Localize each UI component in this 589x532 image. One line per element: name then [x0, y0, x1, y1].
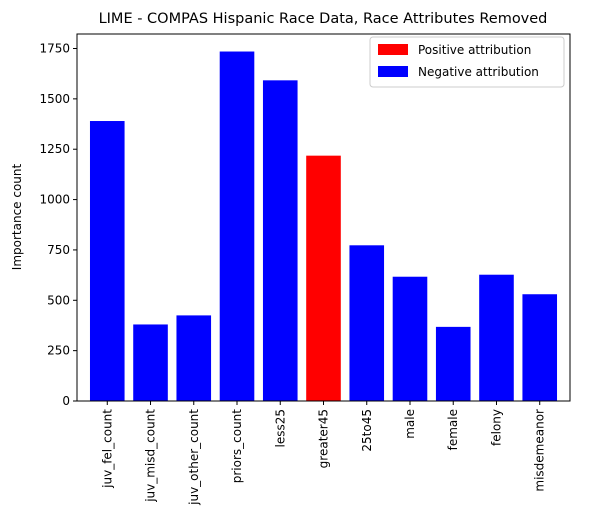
x-tick-label: juv_misd_count — [144, 409, 158, 503]
y-tick-label: 1750 — [39, 42, 70, 56]
bar-juv_other_count — [176, 315, 212, 401]
bar-juv_fel_count — [89, 121, 125, 402]
legend-swatch-negative — [378, 66, 408, 77]
y-tick-label: 0 — [62, 394, 70, 408]
bar-25to45 — [349, 245, 385, 401]
legend-box — [369, 36, 565, 88]
legend: Positive attribution Negative attributio… — [369, 36, 565, 88]
chart-title: LIME - COMPAS Hispanic Race Data, Race A… — [99, 11, 548, 27]
y-axis-label: Importance count — [10, 163, 24, 270]
legend-label-positive: Positive attribution — [418, 43, 531, 57]
legend-label-negative: Negative attribution — [418, 65, 539, 79]
x-tick-label: 25to45 — [360, 409, 374, 452]
y-tick-label: 750 — [47, 243, 70, 257]
bar-priors_count — [219, 51, 255, 402]
bar-felony — [479, 274, 514, 401]
y-tick-label: 250 — [47, 344, 70, 358]
bar-less25 — [262, 80, 298, 401]
plot-frame — [76, 33, 571, 402]
x-tick-label: male — [403, 409, 417, 439]
y-tick-label: 500 — [47, 293, 70, 307]
y-tick-label: 1500 — [39, 92, 70, 106]
bar-female — [435, 326, 471, 401]
bar-misdemeanor — [522, 294, 558, 401]
y-tick-label: 1000 — [39, 193, 70, 207]
x-tick-label: priors_count — [230, 409, 244, 484]
x-tick-label: juv_fel_count — [100, 409, 114, 489]
x-tick-label: less25 — [273, 409, 287, 448]
x-tick-label: juv_other_count — [187, 409, 201, 506]
bars-group — [89, 51, 558, 402]
x-tick-label: misdemeanor — [533, 409, 547, 492]
y-tick-label: 1250 — [39, 142, 70, 156]
legend-swatch-positive — [378, 44, 408, 55]
x-tick-label: felony — [489, 409, 503, 446]
bar-greater45 — [306, 155, 341, 401]
y-axis: 0 250 500 750 1000 1250 1500 1750 — [39, 42, 77, 408]
bar-juv_misd_count — [133, 324, 168, 401]
bar-male — [392, 276, 428, 401]
x-tick-label: greater45 — [317, 409, 331, 468]
x-axis: juv_fel_count juv_misd_count juv_other_cou… — [100, 401, 547, 506]
x-tick-label: female — [446, 409, 460, 450]
